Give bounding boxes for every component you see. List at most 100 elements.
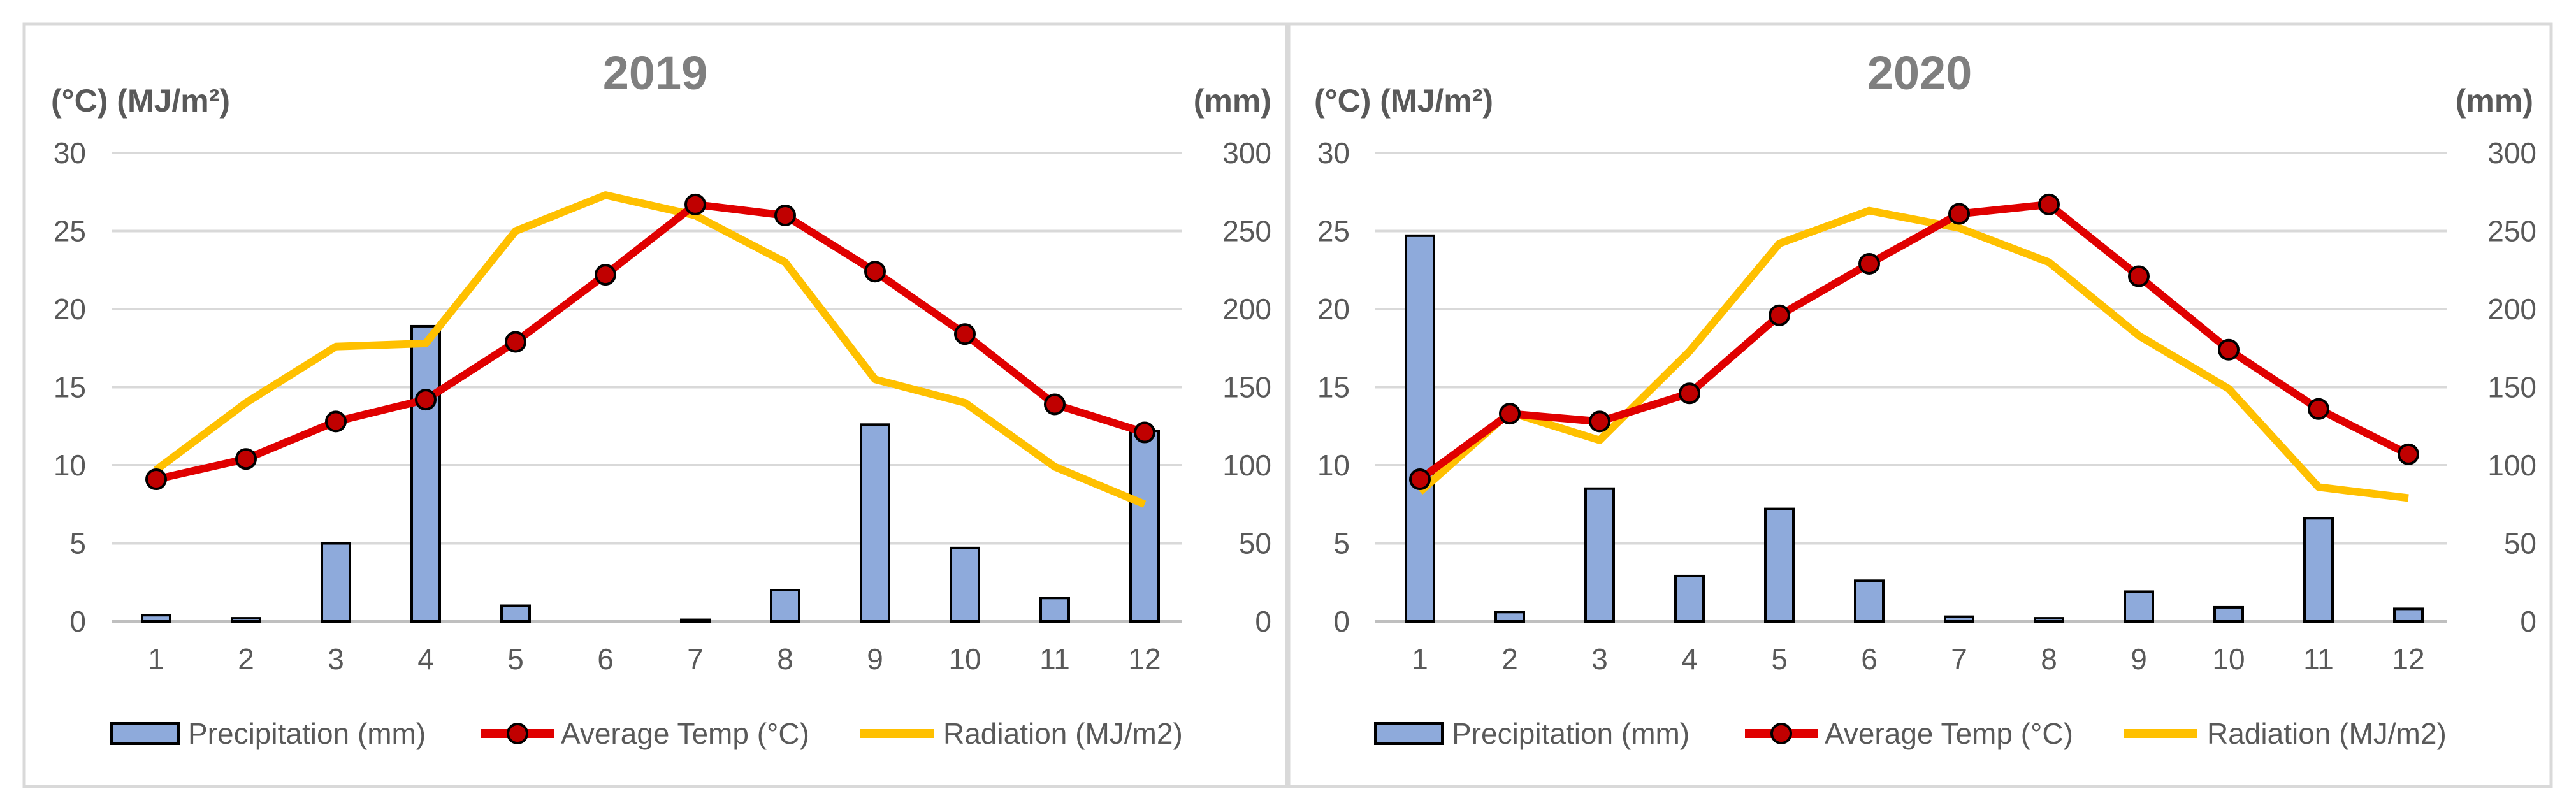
x-axis-tick-label: 10: [2212, 642, 2245, 676]
right-axis-tick-label: 300: [2487, 136, 2536, 170]
left-axis-tick-label: 0: [1333, 605, 1350, 638]
radiation-line: [154, 191, 1147, 508]
left-axis-unit-label: (°C) (MJ/m²): [51, 83, 230, 119]
temperature-point: [684, 193, 706, 215]
precipitation-bar: [500, 604, 531, 623]
radiation-line: [1417, 206, 2409, 502]
right-axis-tick-label: 150: [2487, 371, 2536, 404]
x-axis-tick-label: 9: [867, 642, 883, 676]
precipitation-bar: [1129, 430, 1160, 623]
temperature-point: [2038, 193, 2060, 215]
x-axis-tick-label: 7: [687, 642, 704, 676]
precipitation-bar: [2213, 605, 2244, 623]
x-axis-tick-label: 5: [1771, 642, 1788, 676]
precipitation-bar: [680, 618, 711, 623]
precipitation-bar: [2303, 517, 2334, 623]
temperature-point: [2218, 338, 2240, 361]
x-axis-tick-label: 12: [2392, 642, 2424, 676]
right-axis-tick-label: 100: [2487, 449, 2536, 482]
left-axis-ticks: 0 5 10 15 20 25 30: [54, 136, 86, 638]
left-axis-tick-label: 20: [1317, 293, 1350, 326]
panel-border: [1287, 22, 2553, 788]
precipitation-bar: [860, 423, 890, 623]
right-axis-unit-label: (mm): [2456, 83, 2533, 119]
panel-2020: 2020 (°C) (MJ/m²) (mm) 0 5 10 15 20 25 30 0 50 1…: [1287, 22, 2553, 788]
x-axis-tick-label: 8: [777, 642, 793, 676]
left-axis-tick-label: 10: [54, 449, 86, 482]
precipitation-bar: [231, 617, 261, 623]
precipitation-bar: [1674, 574, 1705, 623]
left-axis-tick-label: 0: [69, 605, 86, 638]
temperature-point: [1769, 304, 1790, 326]
left-axis-tick-label: 5: [69, 527, 86, 560]
precipitation-bar: [2393, 607, 2424, 623]
precipitation-bar: [950, 546, 980, 623]
legend-radiation-label: Radiation (MJ/m2): [2207, 717, 2447, 750]
left-axis-tick-label: 25: [1317, 215, 1350, 248]
chart-title: 2020: [1867, 47, 1972, 99]
x-axis-tick-label: 7: [1951, 642, 1967, 676]
right-axis-ticks: 0 50 100 150 200 250 300: [2487, 136, 2536, 638]
temperature-point: [505, 331, 526, 353]
precipitation-bar: [141, 614, 171, 623]
left-axis-tick-label: 15: [1317, 371, 1350, 404]
right-axis-tick-label: 150: [1222, 371, 1271, 404]
x-axis-tick-label: 12: [1128, 642, 1161, 676]
precipitation-bars: [141, 324, 1160, 623]
right-axis-tick-label: 0: [2520, 605, 2536, 638]
precipitation-bar: [2034, 617, 2064, 623]
x-axis-tick-label: 2: [1501, 642, 1518, 676]
temperature-point: [1948, 203, 1970, 225]
chart-title: 2019: [603, 47, 708, 99]
legend-temp-marker: [1770, 723, 1792, 744]
x-axis-tick-label: 1: [148, 642, 164, 676]
temperature-point: [145, 468, 167, 491]
right-axis-tick-label: 0: [1255, 605, 1271, 638]
x-axis-tick-label: 9: [2131, 642, 2147, 676]
right-axis-tick-label: 200: [1222, 293, 1271, 326]
x-axis-tick-label: 6: [597, 642, 614, 676]
precipitation-bar: [321, 542, 351, 623]
x-axis-ticks: 1 2 3 4 5 6 7 8 9 10 11 12: [1412, 642, 2424, 676]
temperature-point: [1044, 393, 1066, 416]
x-axis-tick-label: 4: [1681, 642, 1698, 676]
legend-temp-label: Average Temp (°C): [561, 717, 809, 750]
temperature-point: [595, 264, 616, 286]
left-axis-tick-label: 30: [1317, 136, 1350, 170]
precipitation-bar: [1039, 597, 1070, 623]
temperature-point: [1499, 403, 1521, 425]
temperature-point: [415, 389, 437, 411]
x-axis-tick-label: 8: [2041, 642, 2057, 676]
legend-precip-swatch: [1374, 722, 1444, 745]
precipitation-bar: [410, 324, 441, 623]
temperature-point: [325, 410, 347, 433]
x-axis-tick-label: 11: [1039, 642, 1070, 676]
left-axis-unit-label: (°C) (MJ/m²): [1314, 83, 1493, 119]
radiation-series-line: [154, 191, 1147, 508]
precipitation-bars: [1405, 234, 2424, 623]
temperature-series-line: [1417, 200, 2410, 482]
precipitation-bar: [1854, 579, 1885, 623]
legend-precip-label: Precipitation (mm): [188, 717, 426, 750]
x-axis-tick-label: 2: [238, 642, 254, 676]
temperature-point: [1589, 410, 1610, 433]
precipitation-bar: [770, 589, 800, 623]
legend-temp-label: Average Temp (°C): [1825, 717, 2073, 750]
x-axis-tick-label: 5: [507, 642, 524, 676]
left-axis-ticks: 0 5 10 15 20 25 30: [1317, 136, 1350, 638]
right-axis-ticks: 0 50 100 150 200 250 300: [1222, 136, 1271, 638]
right-axis-tick-label: 50: [1239, 527, 1271, 560]
legend-temp-marker: [507, 723, 528, 744]
legend-precip-swatch: [110, 722, 180, 745]
precipitation-bar: [1405, 234, 1435, 623]
legend-precip-label: Precipitation (mm): [1452, 717, 1690, 750]
right-axis-tick-label: 200: [2487, 293, 2536, 326]
x-axis-ticks: 1 2 3 4 5 6 7 8 9 10 11 12: [148, 642, 1161, 676]
legend: Precipitation (mm) Average Temp (°C) Rad…: [110, 717, 1183, 750]
right-axis-unit-label: (mm): [1194, 83, 1271, 119]
radiation-series-line: [1417, 206, 2409, 502]
temperature-point: [1409, 468, 1431, 491]
right-axis-tick-label: 50: [2504, 527, 2536, 560]
temperature-point: [954, 323, 976, 345]
